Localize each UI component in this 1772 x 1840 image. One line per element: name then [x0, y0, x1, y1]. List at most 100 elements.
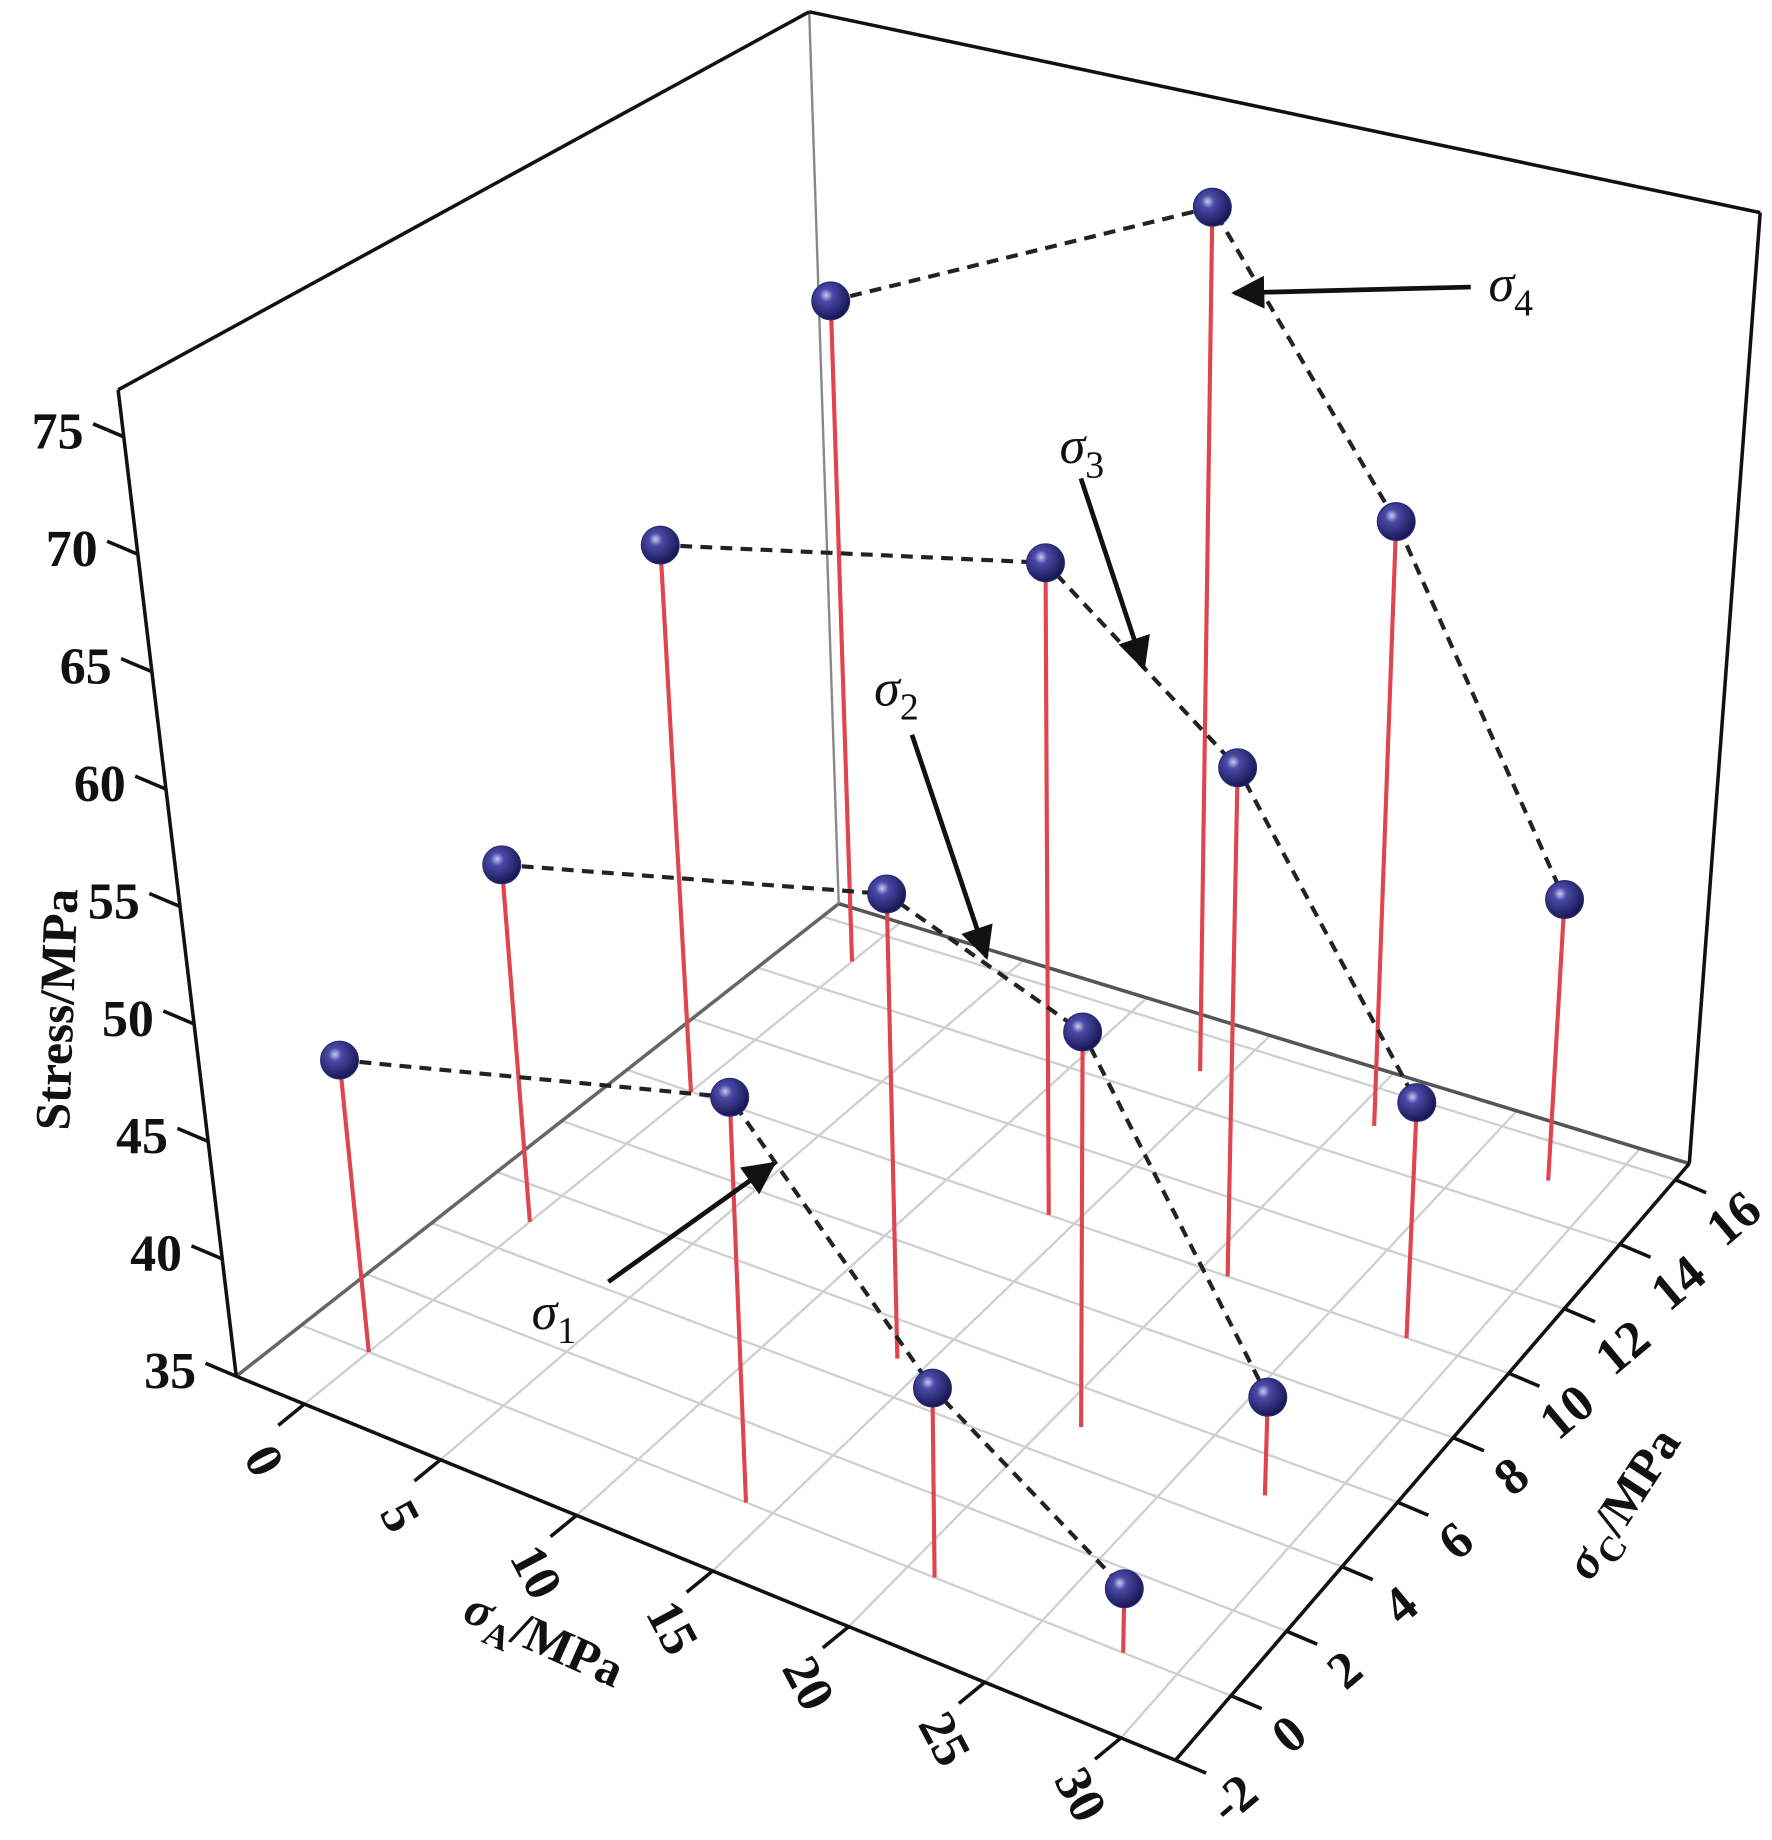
grid-line — [431, 1221, 1343, 1568]
annotation-subscript: 1 — [557, 1310, 576, 1352]
marker — [1248, 1377, 1288, 1417]
y-tick-label: 8 — [1483, 1447, 1540, 1507]
box-edge — [808, 11, 840, 904]
stem — [1198, 207, 1215, 1072]
marker — [1545, 880, 1585, 920]
y-tick-label: 12 — [1585, 1309, 1661, 1386]
z-tick-label: 75 — [32, 404, 84, 461]
grid-line — [561, 1119, 1454, 1439]
y-tick — [1396, 1500, 1430, 1517]
marker — [1192, 187, 1232, 227]
annotation-subscript: 2 — [900, 686, 919, 728]
x-tick-label: 30 — [1043, 1759, 1118, 1832]
x-tick — [957, 1680, 986, 1705]
marker — [1376, 502, 1416, 542]
marker — [482, 845, 522, 885]
x-tick — [277, 1402, 306, 1427]
marker — [811, 281, 851, 321]
box-edge — [1687, 212, 1762, 1164]
grid-line — [1120, 1147, 1641, 1739]
series-line — [501, 862, 1270, 1399]
y-tick — [1452, 1436, 1485, 1453]
stem — [1079, 1032, 1085, 1428]
z-tick — [106, 539, 139, 556]
z-axis-label: Stress/MPa — [25, 888, 88, 1132]
series-line — [830, 204, 1567, 901]
y-tick — [1674, 1178, 1707, 1195]
stem — [828, 300, 855, 962]
marker — [1063, 1012, 1103, 1052]
y-tick-label: 14 — [1640, 1245, 1716, 1322]
stem — [1225, 767, 1240, 1277]
y-tick — [1508, 1371, 1541, 1388]
marker — [912, 1368, 952, 1408]
x-tick-label: 0 — [232, 1436, 295, 1486]
annotation-arrow — [909, 734, 993, 961]
stem — [727, 1097, 749, 1503]
grid-line — [847, 1072, 1395, 1628]
annotation-symbol: σ — [532, 1284, 560, 1341]
grid-line — [496, 1170, 1399, 1504]
x-tick — [685, 1569, 714, 1594]
marker — [1104, 1569, 1144, 1609]
annotation-arrow — [1231, 275, 1471, 309]
y-tick — [1563, 1307, 1596, 1324]
marker — [320, 1040, 360, 1080]
marker — [1218, 748, 1258, 788]
grid-line — [439, 959, 1025, 1461]
stem — [658, 544, 694, 1092]
z-tick-label: 70 — [46, 521, 98, 578]
x-tick-label: 10 — [498, 1536, 573, 1609]
box-edge — [808, 10, 1761, 215]
y-tick-label: -2 — [1199, 1763, 1269, 1834]
y-tick-label: 0 — [1261, 1705, 1318, 1765]
z-tick-label: 50 — [102, 991, 154, 1048]
y-axis-label-unit: /MPa — [1581, 1418, 1691, 1546]
y-tick-label: 6 — [1428, 1511, 1485, 1571]
box-edge — [117, 10, 811, 392]
grid-line — [756, 966, 1621, 1246]
marker — [710, 1077, 750, 1117]
annotation-arrow — [607, 1161, 777, 1284]
stem — [499, 864, 532, 1223]
x-tick-label: 25 — [907, 1703, 982, 1776]
z-tick — [162, 1009, 195, 1026]
x-tick-label: 20 — [771, 1647, 846, 1720]
z-tick-label: 65 — [60, 638, 112, 695]
grid-line — [626, 1068, 1510, 1375]
marker — [640, 525, 680, 565]
z-tick-label: 40 — [130, 1226, 182, 1283]
box-edge — [235, 902, 840, 1378]
stem — [1546, 899, 1567, 1181]
box-edge — [235, 1374, 1177, 1762]
annotation-symbol: σ — [1488, 256, 1516, 313]
x-tick — [549, 1513, 578, 1538]
z-tick — [120, 657, 153, 674]
y-tick-label: 16 — [1696, 1180, 1772, 1257]
grid-line — [366, 1272, 1287, 1633]
annotation-subscript: 4 — [1514, 282, 1533, 324]
y-tick-label: 10 — [1529, 1374, 1605, 1451]
y-tick-label: 4 — [1372, 1576, 1429, 1636]
box-edge — [116, 389, 239, 1377]
series-line — [339, 1058, 1126, 1591]
annotation-arrow — [1078, 477, 1150, 671]
z-tick-label: 35 — [144, 1343, 196, 1400]
grid-line — [822, 915, 1676, 1181]
y-tick-label: 2 — [1317, 1640, 1374, 1700]
x-tick — [821, 1625, 850, 1650]
annotation-subscript: 3 — [1085, 444, 1104, 486]
annotation-symbol: σ — [1060, 418, 1088, 475]
x-tick — [413, 1458, 442, 1483]
annotation: σ4 — [1488, 256, 1533, 324]
annotation-symbol: σ — [874, 660, 902, 717]
grid-line — [303, 921, 902, 1405]
z-tick — [148, 891, 181, 909]
z-tick-label: 60 — [74, 756, 126, 813]
x-axis-label-unit: /MPa — [503, 1600, 632, 1698]
stem — [1372, 521, 1399, 1126]
stem — [930, 1388, 937, 1578]
z-tick — [134, 774, 167, 791]
